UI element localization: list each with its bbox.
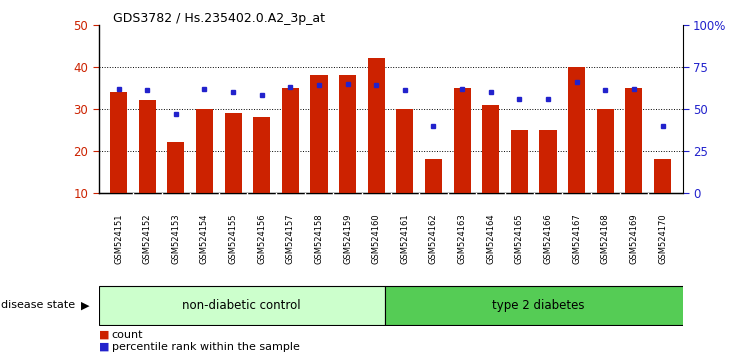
Text: type 2 diabetes: type 2 diabetes — [492, 299, 584, 312]
Text: count: count — [112, 330, 143, 339]
Text: GSM524162: GSM524162 — [429, 213, 438, 264]
Bar — [282, 88, 299, 193]
Bar — [110, 92, 127, 193]
Text: GSM524163: GSM524163 — [458, 213, 466, 264]
Bar — [167, 142, 185, 193]
Text: GSM524151: GSM524151 — [114, 214, 123, 264]
Text: GSM524170: GSM524170 — [658, 213, 667, 264]
Text: GSM524157: GSM524157 — [286, 213, 295, 264]
Bar — [310, 75, 328, 193]
Text: non-diabetic control: non-diabetic control — [182, 299, 301, 312]
Text: GSM524169: GSM524169 — [629, 213, 638, 264]
Text: ▶: ▶ — [81, 300, 90, 310]
Bar — [339, 75, 356, 193]
Bar — [225, 113, 242, 193]
Bar — [626, 88, 642, 193]
Text: GSM524167: GSM524167 — [572, 213, 581, 264]
Bar — [425, 159, 442, 193]
Text: GSM524154: GSM524154 — [200, 214, 209, 264]
Bar — [385, 286, 691, 325]
Bar — [139, 101, 155, 193]
Text: GSM524160: GSM524160 — [372, 213, 381, 264]
Text: percentile rank within the sample: percentile rank within the sample — [112, 342, 299, 352]
Bar — [253, 117, 270, 193]
Bar — [368, 58, 385, 193]
Bar — [596, 109, 614, 193]
Text: ■: ■ — [99, 342, 109, 352]
Bar — [511, 130, 528, 193]
Text: disease state: disease state — [1, 300, 76, 310]
Bar — [453, 88, 471, 193]
Text: GSM524168: GSM524168 — [601, 213, 610, 264]
Bar — [396, 109, 413, 193]
Text: GSM524165: GSM524165 — [515, 213, 524, 264]
Text: GSM524166: GSM524166 — [544, 213, 553, 264]
Text: GSM524161: GSM524161 — [400, 213, 410, 264]
Text: GSM524156: GSM524156 — [257, 213, 266, 264]
Text: GDS3782 / Hs.235402.0.A2_3p_at: GDS3782 / Hs.235402.0.A2_3p_at — [113, 12, 325, 25]
Bar — [196, 109, 213, 193]
Bar — [99, 286, 385, 325]
Text: ■: ■ — [99, 330, 109, 339]
Text: GSM524152: GSM524152 — [143, 214, 152, 264]
Text: GSM524155: GSM524155 — [228, 214, 237, 264]
Text: GSM524158: GSM524158 — [315, 213, 323, 264]
Text: GSM524159: GSM524159 — [343, 214, 352, 264]
Bar — [539, 130, 556, 193]
Text: GSM524164: GSM524164 — [486, 213, 495, 264]
Bar — [654, 159, 671, 193]
Bar — [482, 105, 499, 193]
Bar — [568, 67, 585, 193]
Text: GSM524153: GSM524153 — [172, 213, 180, 264]
